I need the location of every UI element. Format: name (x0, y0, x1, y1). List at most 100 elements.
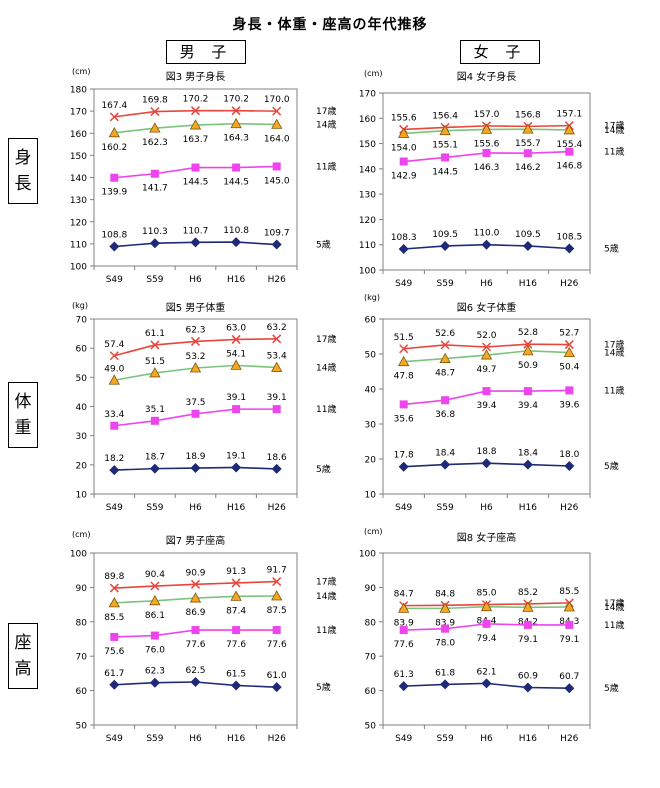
data-point-square (191, 409, 200, 418)
data-label: 48.7 (435, 369, 455, 379)
data-point-x (190, 336, 201, 346)
data-point-x (440, 340, 450, 350)
y-axis-unit: (cm) (72, 67, 90, 76)
x-tick-label: H16 (227, 503, 245, 513)
data-point-triangle (398, 355, 410, 367)
series-legend-label: 14歳 (316, 590, 336, 602)
data-label: 79.1 (518, 635, 538, 645)
data-label: 53.2 (185, 352, 205, 362)
data-label: 60.7 (559, 672, 579, 682)
data-point-diamond (440, 679, 451, 690)
data-label: 57.4 (104, 340, 124, 350)
data-label: 18.4 (518, 449, 538, 459)
x-tick-label: H6 (480, 279, 493, 289)
series-legend-label: 14歳 (604, 347, 624, 359)
plot-frame (382, 552, 591, 726)
data-point-triangle (149, 367, 161, 378)
data-point-x (190, 106, 201, 116)
y-tick-label: 50 (365, 722, 377, 732)
marker-stroke (150, 581, 160, 591)
data-label: 84.7 (394, 590, 414, 600)
data-point-square (441, 624, 450, 633)
data-label: 50.9 (518, 361, 538, 371)
data-label: 156.8 (515, 110, 541, 120)
data-point-x (272, 577, 282, 587)
y-tick-label: 140 (359, 165, 376, 175)
series-legend-label: 5歳 (316, 239, 331, 251)
data-point-triangle (108, 374, 120, 385)
data-point-diamond (481, 678, 492, 689)
data-point-diamond (149, 677, 160, 688)
data-label: 52.0 (476, 331, 496, 341)
series-legend-label: 11歳 (604, 146, 624, 158)
y-tick-label: 20 (76, 461, 88, 471)
data-label: 39.4 (476, 401, 496, 411)
y-tick-label: 90 (365, 584, 377, 594)
data-label: 144.5 (223, 178, 249, 188)
data-label: 142.9 (391, 172, 417, 182)
data-point-square (191, 626, 200, 635)
data-point-triangle (149, 122, 161, 133)
data-label: 155.1 (432, 141, 458, 151)
data-point-square (110, 632, 119, 641)
data-label: 139.9 (101, 188, 127, 198)
chart-title: 図8 女子座高 (457, 531, 517, 544)
marker-stroke (272, 577, 282, 587)
data-label: 61.0 (267, 671, 287, 681)
data-point-diamond (564, 683, 575, 694)
data-point-square (232, 163, 241, 172)
y-tick-label: 40 (76, 403, 88, 413)
data-point-triangle (230, 590, 242, 601)
y-tick-label: 50 (76, 374, 88, 384)
y-tick-label: 100 (359, 267, 376, 277)
data-label: 83.9 (394, 618, 414, 628)
marker-stroke (231, 334, 241, 344)
series-legend-label: 11歳 (316, 624, 336, 636)
series-legend-label: 17歳 (316, 333, 336, 345)
data-label: 79.1 (559, 635, 579, 645)
data-label: 146.2 (515, 163, 541, 173)
series-legend-label: 17歳 (316, 105, 336, 117)
data-label: 164.3 (223, 134, 249, 144)
data-label: 18.9 (185, 452, 205, 462)
data-point-diamond (109, 241, 120, 252)
data-point-diamond (271, 682, 282, 693)
data-label: 146.3 (474, 163, 500, 173)
series-legend-label: 5歳 (604, 243, 619, 255)
data-label: 144.5 (432, 167, 458, 177)
marker-stroke (231, 578, 241, 588)
data-label: 110.7 (183, 226, 209, 236)
y-tick-label: 60 (365, 316, 377, 326)
data-label: 77.6 (185, 640, 205, 650)
data-point-x (523, 339, 533, 349)
y-tick-label: 70 (76, 316, 88, 326)
y-tick-label: 170 (70, 108, 87, 118)
data-point-triangle (398, 602, 410, 613)
data-label: 110.8 (223, 226, 249, 236)
data-label: 86.1 (145, 611, 165, 621)
data-point-x (481, 342, 492, 352)
data-point-diamond (398, 244, 409, 255)
marker-stroke (272, 334, 282, 344)
y-tick-label: 120 (70, 218, 87, 228)
series-legend-label: 17歳 (316, 576, 336, 588)
data-point-diamond (522, 240, 533, 251)
data-label: 155.4 (556, 140, 582, 150)
data-point-diamond (398, 681, 409, 692)
y-tick-label: 20 (365, 456, 377, 466)
data-label: 167.4 (101, 101, 127, 111)
x-tick-label: S59 (437, 503, 454, 513)
data-point-square (523, 387, 532, 396)
y-tick-label: 30 (76, 432, 88, 442)
data-point-diamond (231, 462, 242, 473)
data-point-square (272, 162, 281, 171)
plot-frame (382, 318, 591, 495)
x-tick-label: H6 (189, 503, 202, 513)
data-point-diamond (440, 240, 451, 251)
chart-fig3: 図3 男子身長 (cm) 100 110 120 130 140 150 160 170 180 S4… (70, 67, 337, 285)
marker-stroke (109, 112, 119, 122)
data-point-diamond (481, 458, 492, 469)
data-label: 39.6 (559, 400, 579, 410)
data-label: 156.4 (432, 111, 458, 121)
data-label: 18.2 (104, 454, 124, 464)
